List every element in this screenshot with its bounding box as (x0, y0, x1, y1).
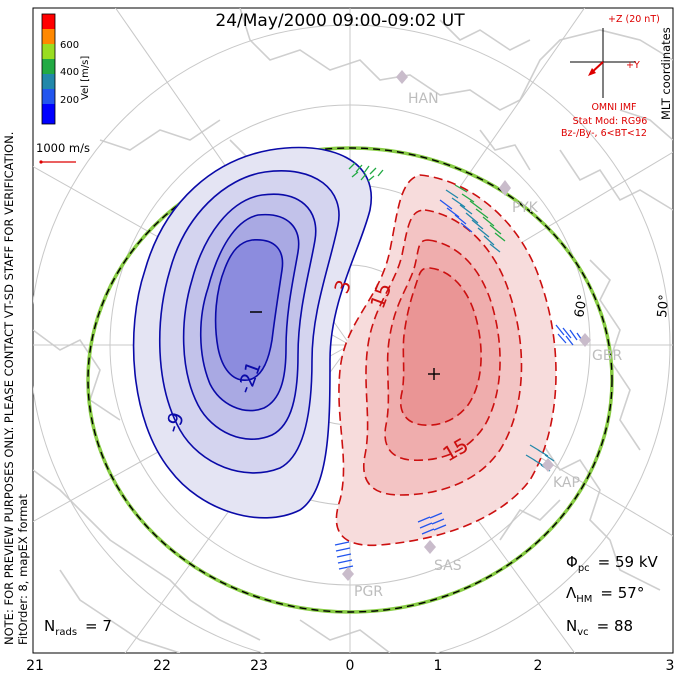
mlt-tick-1: 1 (434, 658, 443, 674)
station-label-pgr: PGR (354, 584, 383, 600)
station-label-pyk: PYK (512, 200, 539, 216)
station-marker-kap (542, 458, 554, 472)
colorbar-label: Vel [m/s] (80, 56, 91, 100)
preview-note: NOTE: FOR PREVIEW PURPOSES ONLY. PLEASE … (2, 132, 16, 645)
vector-cluster-pgr (334, 541, 354, 570)
vector-scale-label: 1000 m/s (36, 141, 90, 155)
radar-count: Nrads = 7 (44, 617, 112, 638)
coordinate-system-label: MLT coordinates (659, 27, 673, 120)
vector-cluster-han (348, 162, 384, 182)
fit-order-label: FitOrder: 8, mapEX format (16, 494, 30, 645)
positive-potential-cell (335, 174, 557, 547)
mlt-tick-2: 2 (534, 658, 543, 674)
stat-condition-label: Bz-/By-, 6<BT<12 (561, 128, 647, 139)
mlt-axis: 21 22 23 0 1 2 3 (26, 658, 674, 674)
velocity-vectors (334, 162, 585, 570)
colorbar-tick-600: 600 (60, 40, 79, 51)
station-label-sas: SAS (434, 558, 462, 574)
station-marker-han (396, 70, 408, 84)
vector-cluster-pyk (439, 184, 506, 253)
imf-dial (570, 28, 636, 98)
mlt-tick-23: 23 (250, 658, 268, 674)
mlt-tick-21: 21 (26, 658, 44, 674)
map-title: 24/May/2000 09:00-09:02 UT (215, 11, 465, 31)
mlt-tick-22: 22 (153, 658, 171, 674)
vector-cluster-gbr (555, 324, 585, 346)
maximum-marker (428, 368, 440, 380)
vector-count: Nvc = 88 (566, 617, 633, 638)
station-markers (342, 70, 591, 581)
colorbar-tick-400: 400 (60, 67, 79, 78)
station-marker-pgr (342, 567, 354, 581)
station-marker-gbr (579, 333, 591, 347)
station-label-gbr: GBR (592, 348, 622, 364)
imf-z-label: +Z (20 nT) (608, 14, 660, 25)
cross-polar-potential: Φpc = 59 kV (566, 553, 659, 574)
station-marker-pyk (499, 180, 511, 196)
station-marker-sas (424, 540, 436, 554)
stat-model-label: Stat Mod: RG96 (573, 116, 648, 127)
latitude-label-60: 60° (572, 293, 591, 318)
station-label-han: HAN (408, 91, 439, 107)
colorbar-tick-200: 200 (60, 95, 79, 106)
hm-boundary (86, 146, 614, 614)
imf-y-label: +Y (626, 60, 640, 71)
vector-cluster-kap (525, 444, 555, 472)
latitude-label-50: 50° (655, 294, 672, 318)
stats-block: Φpc = 59 kV ΛHM = 57° Nvc = 88 Nrads = 7 (44, 553, 659, 638)
velocity-colorbar (41, 13, 56, 125)
hm-boundary-latitude: ΛHM = 57° (566, 584, 644, 605)
mlt-tick-3: 3 (666, 658, 675, 674)
vector-scale-bar (39, 160, 76, 164)
vector-cluster-sas (417, 512, 447, 535)
station-label-kap: KAP (553, 475, 580, 491)
imf-source-label: OMNI IMF (591, 102, 636, 113)
mlt-tick-0: 0 (346, 658, 355, 674)
negative-potential-cell (132, 146, 373, 519)
